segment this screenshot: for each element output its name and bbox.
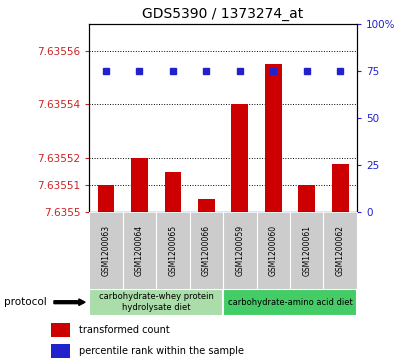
Text: protocol: protocol xyxy=(4,297,47,307)
Bar xyxy=(298,185,315,212)
Text: GSM1200064: GSM1200064 xyxy=(135,225,144,276)
Bar xyxy=(332,164,349,212)
Text: percentile rank within the sample: percentile rank within the sample xyxy=(79,346,244,356)
Text: transformed count: transformed count xyxy=(79,325,170,335)
Bar xyxy=(51,344,70,358)
Text: carbohydrate-amino acid diet: carbohydrate-amino acid diet xyxy=(227,298,352,307)
Text: GSM1200060: GSM1200060 xyxy=(269,225,278,276)
Text: GSM1200065: GSM1200065 xyxy=(168,225,177,276)
Bar xyxy=(164,172,181,212)
Text: GSM1200061: GSM1200061 xyxy=(302,225,311,276)
Title: GDS5390 / 1373274_at: GDS5390 / 1373274_at xyxy=(142,7,304,21)
Bar xyxy=(98,185,114,212)
Bar xyxy=(89,289,223,316)
Bar xyxy=(232,105,248,212)
Text: carbohydrate-whey protein
hydrolysate diet: carbohydrate-whey protein hydrolysate di… xyxy=(99,293,214,312)
Bar xyxy=(51,323,70,337)
Bar xyxy=(131,158,148,212)
Bar xyxy=(265,64,282,212)
Bar xyxy=(223,289,357,316)
Text: GSM1200066: GSM1200066 xyxy=(202,225,211,276)
Text: GSM1200062: GSM1200062 xyxy=(336,225,345,276)
Bar xyxy=(198,199,215,212)
Text: GSM1200059: GSM1200059 xyxy=(235,225,244,276)
Text: GSM1200063: GSM1200063 xyxy=(101,225,110,276)
